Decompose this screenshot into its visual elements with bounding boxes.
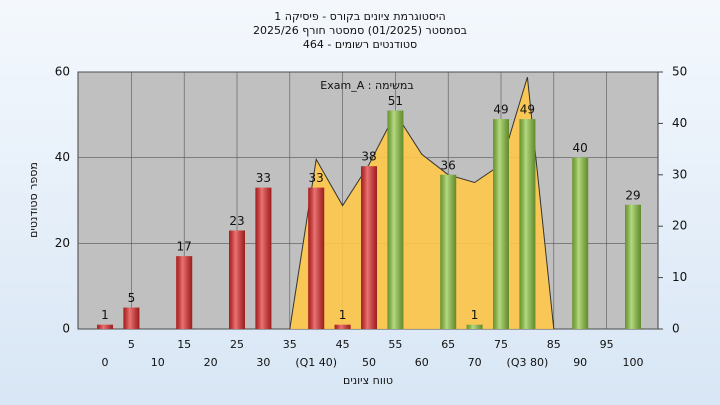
y-tick-label: 60 bbox=[55, 65, 70, 79]
x-tick-label: 20 bbox=[204, 356, 218, 369]
y2-tick-label: 50 bbox=[672, 65, 687, 79]
y-tick-label: 0 bbox=[62, 322, 70, 336]
x-tick-label: 95 bbox=[600, 338, 614, 351]
x-tick-label: 30 bbox=[256, 356, 270, 369]
y2-tick-label: 30 bbox=[672, 167, 687, 181]
x-tick-label: 50 bbox=[362, 356, 376, 369]
x-tick-label: (Q3 80) bbox=[507, 356, 549, 369]
x-tick-label: 100 bbox=[623, 356, 644, 369]
data-label: 33 bbox=[309, 171, 324, 185]
data-label: 49 bbox=[493, 103, 508, 117]
x-tick-label: 35 bbox=[283, 338, 297, 351]
x-tick-label: 55 bbox=[388, 338, 402, 351]
annotation: במשימה : Exam_A bbox=[320, 79, 413, 92]
data-label: 1 bbox=[101, 308, 109, 322]
data-label: 49 bbox=[520, 103, 535, 117]
bar-shade bbox=[625, 204, 641, 329]
data-label: 40 bbox=[573, 141, 588, 155]
title-line: היסטוגרמת ציונים בקורס - פיסיקה 1 bbox=[274, 10, 445, 23]
data-label: 36 bbox=[441, 158, 456, 172]
x-tick-label: (Q1 40) bbox=[295, 356, 337, 369]
data-label: 38 bbox=[361, 150, 376, 164]
data-label: 5 bbox=[128, 291, 136, 305]
x-tick-label: 0 bbox=[102, 356, 109, 369]
y-tick-label: 20 bbox=[55, 236, 70, 250]
bar-shade bbox=[255, 187, 272, 329]
x-tick-label: 65 bbox=[441, 338, 455, 351]
bar-shade bbox=[440, 174, 457, 329]
y2-tick-label: 20 bbox=[672, 219, 687, 233]
data-label: 1 bbox=[471, 308, 479, 322]
bar-shade bbox=[176, 256, 193, 329]
area-line bbox=[289, 76, 555, 330]
bar-shade bbox=[466, 324, 483, 329]
bar-shade bbox=[229, 230, 245, 329]
title-line: בסמסטר (01/2025) סמסטר חורף 2025/26 bbox=[253, 24, 467, 37]
bar-shade bbox=[572, 157, 589, 329]
y2-tick-label: 0 bbox=[672, 322, 680, 336]
data-label: 33 bbox=[256, 171, 271, 185]
bar-shade bbox=[519, 119, 536, 329]
x-tick-label: 75 bbox=[494, 338, 508, 351]
x-axis-label: טווח ציונים bbox=[343, 374, 393, 387]
x-tick-label: 15 bbox=[177, 338, 191, 351]
x-tick-label: 90 bbox=[573, 356, 587, 369]
bar-shade bbox=[493, 119, 509, 329]
data-label: 51 bbox=[388, 94, 403, 108]
bar-shade bbox=[123, 307, 140, 329]
data-label: 1 bbox=[339, 308, 347, 322]
x-tick-label: 85 bbox=[547, 338, 561, 351]
x-tick-label: 10 bbox=[151, 356, 165, 369]
bar-shade bbox=[308, 187, 325, 329]
data-label: 23 bbox=[229, 214, 244, 228]
x-tick-label: 45 bbox=[336, 338, 350, 351]
bar-shade bbox=[387, 110, 404, 329]
x-tick-label: 70 bbox=[468, 356, 482, 369]
area bbox=[289, 77, 554, 329]
bar-shade bbox=[334, 324, 351, 329]
bar-shade bbox=[361, 166, 377, 329]
y-tick-label: 40 bbox=[55, 150, 70, 164]
y2-tick-label: 40 bbox=[672, 116, 687, 130]
data-label: 17 bbox=[177, 240, 192, 254]
x-tick-label: 25 bbox=[230, 338, 244, 351]
y-axis-label: מספר סטודנטים bbox=[27, 162, 40, 238]
y2-tick-label: 10 bbox=[672, 270, 687, 284]
x-tick-label: 60 bbox=[415, 356, 429, 369]
bar-shade bbox=[97, 324, 113, 329]
title-line: סטודנטים רשומים - 464 bbox=[303, 38, 417, 51]
data-label: 29 bbox=[625, 188, 640, 202]
x-tick-label: 5 bbox=[128, 338, 135, 351]
